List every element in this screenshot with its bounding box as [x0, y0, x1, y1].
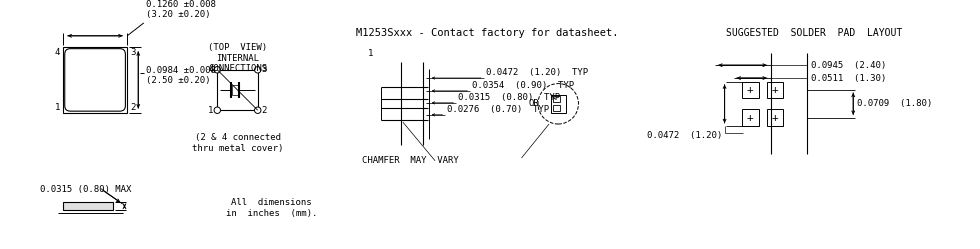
- Bar: [63, 47, 127, 113]
- Text: 0.0709  (1.80): 0.0709 (1.80): [857, 99, 932, 108]
- Bar: [742, 109, 759, 126]
- Bar: [767, 82, 783, 98]
- Text: All  dimensions
in  inches  (mm).: All dimensions in inches (mm).: [225, 198, 318, 218]
- Text: 3: 3: [262, 65, 267, 74]
- Bar: [551, 95, 565, 113]
- Text: 0.0354  (0.90)  TYP: 0.0354 (0.90) TYP: [471, 81, 574, 90]
- Text: M1253Sxxx - Contact factory for datasheet.: M1253Sxxx - Contact factory for datashee…: [357, 28, 618, 38]
- Bar: [553, 105, 561, 111]
- Text: 0.0315  (0.80)  TYP: 0.0315 (0.80) TYP: [458, 93, 561, 102]
- Text: 0.0984 ±0.008
(2.50 ±0.20): 0.0984 ±0.008 (2.50 ±0.20): [146, 65, 216, 85]
- Circle shape: [255, 107, 261, 114]
- Text: 4: 4: [55, 48, 60, 57]
- Text: +: +: [772, 113, 778, 123]
- Circle shape: [214, 107, 220, 114]
- Text: (2 & 4 connected
thru metal cover): (2 & 4 connected thru metal cover): [192, 133, 283, 153]
- Text: 1: 1: [55, 103, 60, 112]
- Text: 0.0511  (1.30): 0.0511 (1.30): [811, 73, 886, 83]
- Bar: [767, 109, 783, 126]
- Text: +: +: [747, 113, 754, 123]
- Circle shape: [255, 66, 261, 73]
- Text: (TOP  VIEW)
INTERNAL
CONNECTIONS: (TOP VIEW) INTERNAL CONNECTIONS: [208, 43, 268, 73]
- Text: 0.0472  (1.20)  TYP: 0.0472 (1.20) TYP: [486, 68, 588, 77]
- Circle shape: [214, 66, 220, 73]
- Text: 1: 1: [368, 49, 373, 58]
- Text: 0.0315 (0.80) MAX: 0.0315 (0.80) MAX: [40, 185, 131, 194]
- Text: SUGGESTED  SOLDER  PAD  LAYOUT: SUGGESTED SOLDER PAD LAYOUT: [725, 28, 902, 38]
- Text: 0.0945  (2.40): 0.0945 (2.40): [811, 61, 886, 70]
- Circle shape: [538, 84, 578, 124]
- Bar: [63, 202, 114, 210]
- Text: +: +: [747, 85, 754, 95]
- Text: 0.1260 ±0.008
(3.20 ±0.20): 0.1260 ±0.008 (3.20 ±0.20): [146, 0, 216, 19]
- Bar: [553, 96, 561, 102]
- Bar: [742, 82, 759, 98]
- Text: 0.0472  (1.20): 0.0472 (1.20): [648, 130, 722, 139]
- Text: 2: 2: [262, 106, 267, 115]
- Text: CHAMFER  MAY  VARY: CHAMFER MAY VARY: [362, 156, 459, 165]
- Bar: [218, 70, 258, 110]
- FancyBboxPatch shape: [65, 49, 125, 111]
- Text: OR: OR: [529, 99, 540, 108]
- Text: 3: 3: [130, 48, 135, 57]
- Text: +: +: [772, 85, 778, 95]
- Text: 4: 4: [208, 65, 214, 74]
- Text: 0.0276  (0.70)  TYP: 0.0276 (0.70) TYP: [447, 105, 549, 114]
- Text: 1: 1: [208, 106, 214, 115]
- Bar: [232, 85, 239, 95]
- Text: 2: 2: [130, 103, 135, 112]
